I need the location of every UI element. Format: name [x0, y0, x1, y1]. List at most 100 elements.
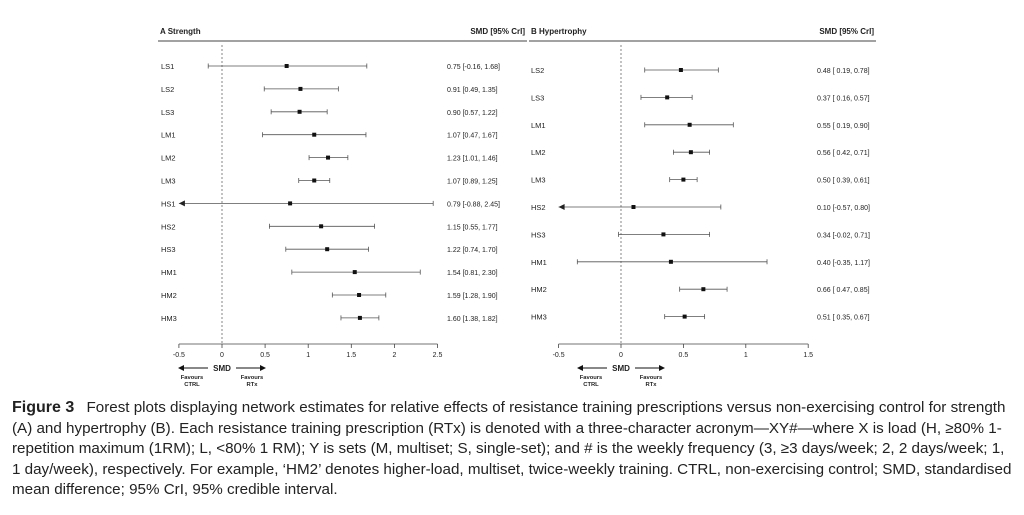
panel-b: B Hypertrophy SMD [95% CrI] LS2 0.48 [ 0.19…: [529, 27, 876, 388]
estimate-label: 1.07 [0.89, 1.25]: [447, 179, 498, 186]
estimate-label: 0.66 [ 0.47, 0.85]: [817, 287, 870, 294]
point-estimate: [701, 287, 706, 292]
point-estimate: [352, 270, 357, 275]
row-label: LS1: [161, 62, 174, 71]
x-tick-label: 1: [744, 352, 748, 359]
favours-ctrl-label: Favours: [580, 375, 603, 381]
row-label: HM3: [531, 313, 547, 322]
column-header: SMD [95% CrI]: [470, 27, 525, 36]
point-estimate: [297, 109, 302, 114]
point-estimate: [357, 315, 362, 320]
x-tick-label: 0.5: [679, 352, 689, 359]
estimate-label: 0.90 [0.57, 1.22]: [447, 110, 498, 117]
x-axis-label: SMD: [213, 364, 231, 373]
estimate-label: 0.50 [ 0.39, 0.61]: [817, 178, 870, 185]
estimate-label: 1.22 [0.74, 1.70]: [447, 247, 498, 254]
favours-arrowhead-left: [577, 365, 583, 371]
point-estimate: [298, 86, 303, 91]
estimate-label: 1.60 [1.38, 1.82]: [447, 316, 498, 323]
row-label: HS3: [531, 230, 546, 239]
estimate-label: 0.91 [0.49, 1.35]: [447, 87, 498, 94]
panel-a: A Strength SMD [95% CrI] LS1 0.75 [-0.16, 1…: [158, 27, 527, 388]
x-tick-label: 1.5: [803, 352, 813, 359]
favours-rtx-label: Favours: [241, 375, 264, 381]
row-label: LM2: [161, 154, 176, 163]
favours-ctrl-label: CTRL: [583, 382, 599, 388]
favours-rtx-label: RTx: [646, 382, 658, 388]
row-label: HM2: [531, 285, 547, 294]
point-estimate: [687, 122, 692, 127]
x-tick-label: -0.5: [173, 352, 185, 359]
estimate-label: 0.48 [ 0.19, 0.78]: [817, 68, 870, 75]
figure-caption: Figure 3 Forest plots displaying network…: [12, 398, 1017, 501]
point-estimate: [631, 205, 636, 209]
row-label: LM3: [161, 177, 176, 186]
estimate-label: 1.23 [1.01, 1.46]: [447, 156, 498, 163]
x-tick-label: 0.5: [260, 352, 270, 359]
estimate-label: 0.37 [ 0.16, 0.57]: [817, 95, 870, 102]
favours-arrowhead-right: [659, 365, 665, 371]
row-label: LM1: [531, 121, 546, 130]
ci-arrow-left: [558, 204, 565, 210]
point-estimate: [668, 259, 673, 264]
x-axis-label: SMD: [612, 364, 630, 373]
x-tick-label: -0.5: [553, 352, 565, 359]
x-tick-label: 2: [392, 352, 396, 359]
point-estimate: [661, 232, 666, 237]
estimate-label: 0.75 [-0.16, 1.68]: [447, 64, 500, 71]
caption-text: Forest plots displaying network estimate…: [12, 399, 1012, 498]
favours-ctrl-label: Favours: [181, 375, 204, 381]
estimate-label: 1.59 [1.28, 1.90]: [447, 293, 498, 300]
point-estimate: [682, 314, 687, 319]
x-tick-label: 0: [619, 352, 623, 359]
row-label: LS2: [161, 85, 174, 94]
panel-title: A Strength: [160, 27, 201, 36]
row-label: LS3: [161, 108, 174, 117]
favours-ctrl-label: CTRL: [184, 382, 200, 388]
estimate-label: 0.40 [-0.35, 1.17]: [817, 260, 870, 267]
estimate-label: 0.10 [-0.57, 0.80]: [817, 205, 870, 212]
row-label: LM1: [161, 131, 176, 140]
x-tick-label: 1: [306, 352, 310, 359]
figure-label: Figure 3: [12, 399, 75, 416]
estimate-label: 1.54 [0.81, 2.30]: [447, 270, 498, 277]
estimate-label: 0.79 [-0.88, 2.45]: [447, 201, 500, 208]
x-tick-label: 0: [220, 352, 224, 359]
row-label: HS2: [531, 203, 546, 212]
favours-rtx-label: Favours: [640, 375, 663, 381]
row-label: HM1: [531, 258, 547, 267]
x-tick-label: 1.5: [346, 352, 356, 359]
point-estimate: [312, 132, 317, 137]
row-label: HM3: [161, 314, 177, 323]
estimate-label: 1.07 [0.47, 1.67]: [447, 133, 498, 140]
favours-arrowhead-right: [260, 365, 266, 371]
forest-plot-figure: A Strength SMD [95% CrI] LS1 0.75 [-0.16, 1…: [158, 27, 876, 388]
point-estimate: [312, 178, 317, 183]
point-estimate: [678, 68, 683, 72]
panel-title: B Hypertrophy: [531, 27, 587, 36]
estimate-label: 1.15 [0.55, 1.77]: [447, 224, 498, 231]
point-estimate: [688, 150, 693, 155]
estimate-label: 0.51 [ 0.35, 0.67]: [817, 315, 870, 322]
column-header: SMD [95% CrI]: [819, 27, 874, 36]
row-label: HM1: [161, 268, 177, 277]
row-label: LS3: [531, 93, 544, 102]
point-estimate: [665, 95, 670, 100]
point-estimate: [284, 64, 289, 68]
point-estimate: [357, 293, 362, 297]
point-estimate: [326, 155, 331, 160]
point-estimate: [325, 247, 330, 252]
row-label: HS1: [161, 199, 176, 208]
favours-arrowhead-left: [178, 365, 184, 371]
estimate-label: 0.56 [ 0.42, 0.71]: [817, 150, 870, 157]
ci-arrow-left: [178, 200, 185, 207]
estimate-label: 0.34 [-0.02, 0.71]: [817, 232, 870, 239]
x-tick-label: 2.5: [433, 352, 443, 359]
row-label: LM2: [531, 148, 546, 157]
estimate-label: 0.55 [ 0.19, 0.90]: [817, 123, 870, 130]
row-label: LM3: [531, 176, 546, 185]
point-estimate: [288, 201, 293, 206]
point-estimate: [681, 177, 686, 182]
row-label: HS3: [161, 245, 176, 254]
favours-rtx-label: RTx: [247, 382, 259, 388]
